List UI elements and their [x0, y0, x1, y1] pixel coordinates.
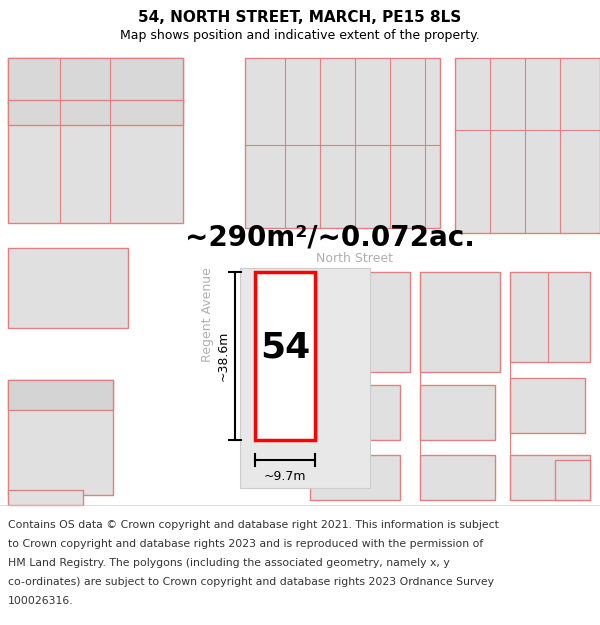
Bar: [255, 272, 315, 440]
Bar: [420, 385, 495, 440]
Bar: [8, 248, 128, 328]
Bar: [0, 55, 600, 505]
Bar: [420, 272, 500, 372]
Text: Map shows position and indicative extent of the property.: Map shows position and indicative extent…: [120, 29, 480, 42]
Bar: [8, 490, 83, 505]
Bar: [510, 272, 590, 362]
Bar: [510, 378, 585, 433]
Bar: [310, 272, 410, 372]
Text: 100026316.: 100026316.: [8, 596, 74, 606]
Bar: [310, 455, 400, 500]
Bar: [310, 385, 400, 440]
Text: 54: 54: [260, 331, 310, 364]
Text: ~38.6m: ~38.6m: [217, 331, 230, 381]
Text: to Crown copyright and database rights 2023 and is reproduced with the permissio: to Crown copyright and database rights 2…: [8, 539, 483, 549]
Bar: [510, 455, 590, 500]
Bar: [245, 58, 440, 228]
Bar: [455, 58, 600, 233]
Text: ~9.7m: ~9.7m: [264, 470, 306, 483]
Bar: [8, 380, 113, 410]
Text: co-ordinates) are subject to Crown copyright and database rights 2023 Ordnance S: co-ordinates) are subject to Crown copyr…: [8, 577, 494, 587]
Text: North Street: North Street: [317, 251, 394, 264]
Bar: [8, 58, 183, 223]
Text: Regent Avenue: Regent Avenue: [202, 268, 215, 362]
Bar: [240, 268, 370, 488]
Bar: [420, 455, 495, 500]
Text: ~290m²/~0.072ac.: ~290m²/~0.072ac.: [185, 223, 475, 251]
Bar: [555, 460, 590, 500]
Bar: [8, 58, 183, 103]
Bar: [8, 100, 183, 125]
Text: Contains OS data © Crown copyright and database right 2021. This information is : Contains OS data © Crown copyright and d…: [8, 520, 499, 530]
Text: 54, NORTH STREET, MARCH, PE15 8LS: 54, NORTH STREET, MARCH, PE15 8LS: [139, 11, 461, 26]
Bar: [8, 380, 113, 495]
Text: HM Land Registry. The polygons (including the associated geometry, namely x, y: HM Land Registry. The polygons (includin…: [8, 558, 450, 568]
